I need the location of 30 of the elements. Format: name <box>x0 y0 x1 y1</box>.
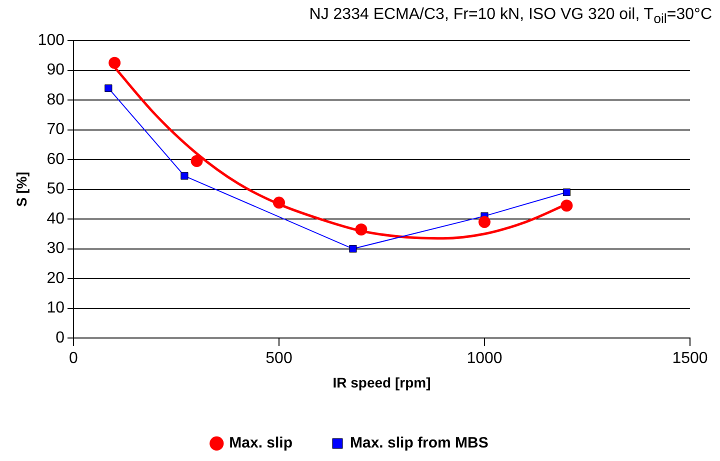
y-tick-label: 90 <box>46 62 65 79</box>
legend-label: Max. slip from MBS <box>350 434 488 452</box>
point <box>562 188 570 196</box>
point <box>272 196 285 209</box>
y-tick-label: 80 <box>46 91 65 108</box>
y-tick-label: 50 <box>46 180 65 198</box>
y-tick-label: 10 <box>46 300 65 317</box>
y-tick-label: 40 <box>46 210 65 228</box>
x-tick-label: 0 <box>69 350 78 368</box>
point <box>478 216 490 228</box>
point <box>104 84 112 92</box>
y-tick-label: 30 <box>46 240 65 258</box>
point <box>108 56 121 69</box>
point <box>560 200 573 212</box>
y-tick-label: 0 <box>56 329 65 346</box>
x-tick-label: 1500 <box>672 350 708 368</box>
point <box>180 172 188 180</box>
y-tick-label: 100 <box>38 32 65 50</box>
y-tick-label: 60 <box>46 150 65 168</box>
y-tick-label: 70 <box>46 121 65 138</box>
y-tick-label: 20 <box>46 270 65 287</box>
point <box>190 155 203 168</box>
point <box>349 244 357 253</box>
x-tick-label: 500 <box>266 350 292 368</box>
point <box>355 223 368 236</box>
y-axis-title: S [%] <box>13 172 30 207</box>
x-axis-title: IR speed [rpm] <box>332 374 431 390</box>
chart-title: NJ 2334 ECMA/C3, Fr=10 kN, ISO VG 320 oil, T$_{oil}$=30°C <box>308 6 712 26</box>
x-tick-label: 1000 <box>466 350 502 368</box>
legend-label: Max. slip <box>229 434 293 452</box>
